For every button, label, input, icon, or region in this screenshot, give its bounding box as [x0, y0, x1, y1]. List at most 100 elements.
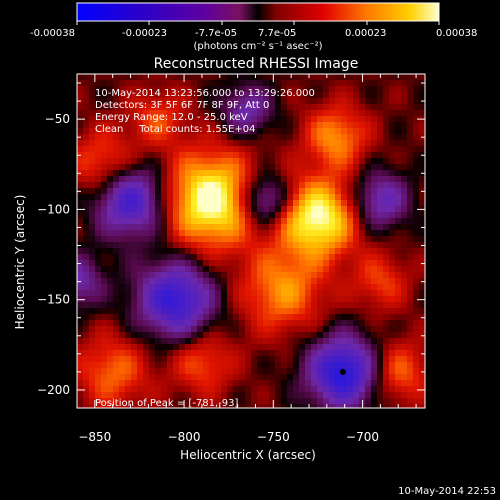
heatmap-cell: [173, 260, 179, 266]
heatmap-cell: [113, 290, 119, 296]
heatmap-cell: [341, 128, 347, 134]
heatmap-cell: [383, 326, 389, 332]
heatmap-cell: [215, 296, 221, 302]
heatmap-cell: [287, 392, 293, 398]
heatmap-cell: [143, 350, 149, 356]
heatmap-cell: [413, 194, 419, 200]
heatmap-cell: [179, 206, 185, 212]
heatmap-cell: [173, 74, 179, 80]
heatmap-cell: [257, 272, 263, 278]
heatmap-cell: [221, 146, 227, 152]
heatmap-cell: [275, 194, 281, 200]
heatmap-cell: [395, 266, 401, 272]
heatmap-cell: [329, 146, 335, 152]
heatmap-cell: [167, 248, 173, 254]
heatmap-cell: [251, 290, 257, 296]
heatmap-cell: [263, 170, 269, 176]
heatmap-cell: [233, 170, 239, 176]
heatmap-cell: [401, 386, 407, 392]
heatmap-cell: [155, 284, 161, 290]
heatmap-cell: [95, 350, 101, 356]
heatmap-cell: [77, 158, 83, 164]
heatmap-cell: [413, 188, 419, 194]
heatmap-cell: [149, 200, 155, 206]
heatmap-cell: [155, 122, 161, 128]
heatmap-cell: [359, 92, 365, 98]
heatmap-cell: [317, 74, 323, 80]
heatmap-cell: [191, 92, 197, 98]
heatmap-cell: [191, 86, 197, 92]
heatmap-cell: [269, 110, 275, 116]
heatmap-cell: [149, 404, 155, 408]
heatmap-cell: [113, 266, 119, 272]
heatmap-cell: [395, 164, 401, 170]
heatmap-cell: [383, 104, 389, 110]
heatmap-cell: [293, 128, 299, 134]
heatmap-cell: [311, 224, 317, 230]
heatmap-cell: [173, 296, 179, 302]
heatmap-cell: [257, 152, 263, 158]
heatmap-cell: [227, 164, 233, 170]
heatmap-cell: [395, 332, 401, 338]
heatmap-cell: [239, 242, 245, 248]
heatmap-cell: [95, 194, 101, 200]
heatmap-cell: [335, 158, 341, 164]
heatmap-cell: [395, 314, 401, 320]
heatmap-cell: [317, 242, 323, 248]
heatmap-cell: [413, 176, 419, 182]
heatmap-cell: [161, 242, 167, 248]
heatmap-cell: [269, 194, 275, 200]
heatmap-cell: [155, 320, 161, 326]
heatmap-cell: [245, 278, 251, 284]
heatmap-cell: [389, 74, 395, 80]
heatmap-cell: [383, 176, 389, 182]
heatmap-cell: [275, 248, 281, 254]
heatmap-cell: [323, 92, 329, 98]
heatmap-cell: [137, 272, 143, 278]
heatmap-cell: [155, 128, 161, 134]
heatmap-cell: [107, 290, 113, 296]
heatmap-cell: [95, 92, 101, 98]
heatmap-cell: [83, 242, 89, 248]
heatmap-cell: [245, 116, 251, 122]
heatmap-cell: [413, 260, 419, 266]
heatmap-cell: [293, 296, 299, 302]
heatmap-cell: [341, 320, 347, 326]
heatmap-cell: [401, 212, 407, 218]
heatmap-cell: [167, 212, 173, 218]
heatmap-cell: [323, 212, 329, 218]
heatmap-cell: [245, 200, 251, 206]
heatmap-cell: [143, 122, 149, 128]
heatmap-cell: [287, 182, 293, 188]
heatmap-cell: [365, 158, 371, 164]
heatmap-cell: [257, 404, 263, 408]
heatmap-cell: [131, 380, 137, 386]
heatmap-cell: [125, 74, 131, 80]
heatmap-cell: [269, 266, 275, 272]
heatmap-cell: [257, 338, 263, 344]
heatmap-cell: [353, 80, 359, 86]
heatmap-cell: [365, 152, 371, 158]
heatmap-cell: [353, 230, 359, 236]
heatmap-cell: [215, 392, 221, 398]
heatmap-cell: [179, 338, 185, 344]
heatmap-cell: [215, 104, 221, 110]
heatmap-cell: [143, 344, 149, 350]
heatmap-cell: [371, 170, 377, 176]
heatmap-cell: [311, 188, 317, 194]
heatmap-cell: [77, 356, 83, 362]
heatmap-cell: [317, 86, 323, 92]
heatmap-cell: [113, 302, 119, 308]
heatmap-cell: [143, 86, 149, 92]
heatmap-cell: [323, 170, 329, 176]
heatmap-cell: [269, 290, 275, 296]
heatmap-cell: [317, 236, 323, 242]
heatmap-cell: [185, 368, 191, 374]
heatmap-cell: [341, 86, 347, 92]
heatmap-cell: [287, 140, 293, 146]
heatmap-cell: [323, 248, 329, 254]
heatmap-cell: [179, 104, 185, 110]
heatmap-cell: [251, 404, 257, 408]
heatmap-cell: [407, 116, 413, 122]
heatmap-cell: [389, 152, 395, 158]
